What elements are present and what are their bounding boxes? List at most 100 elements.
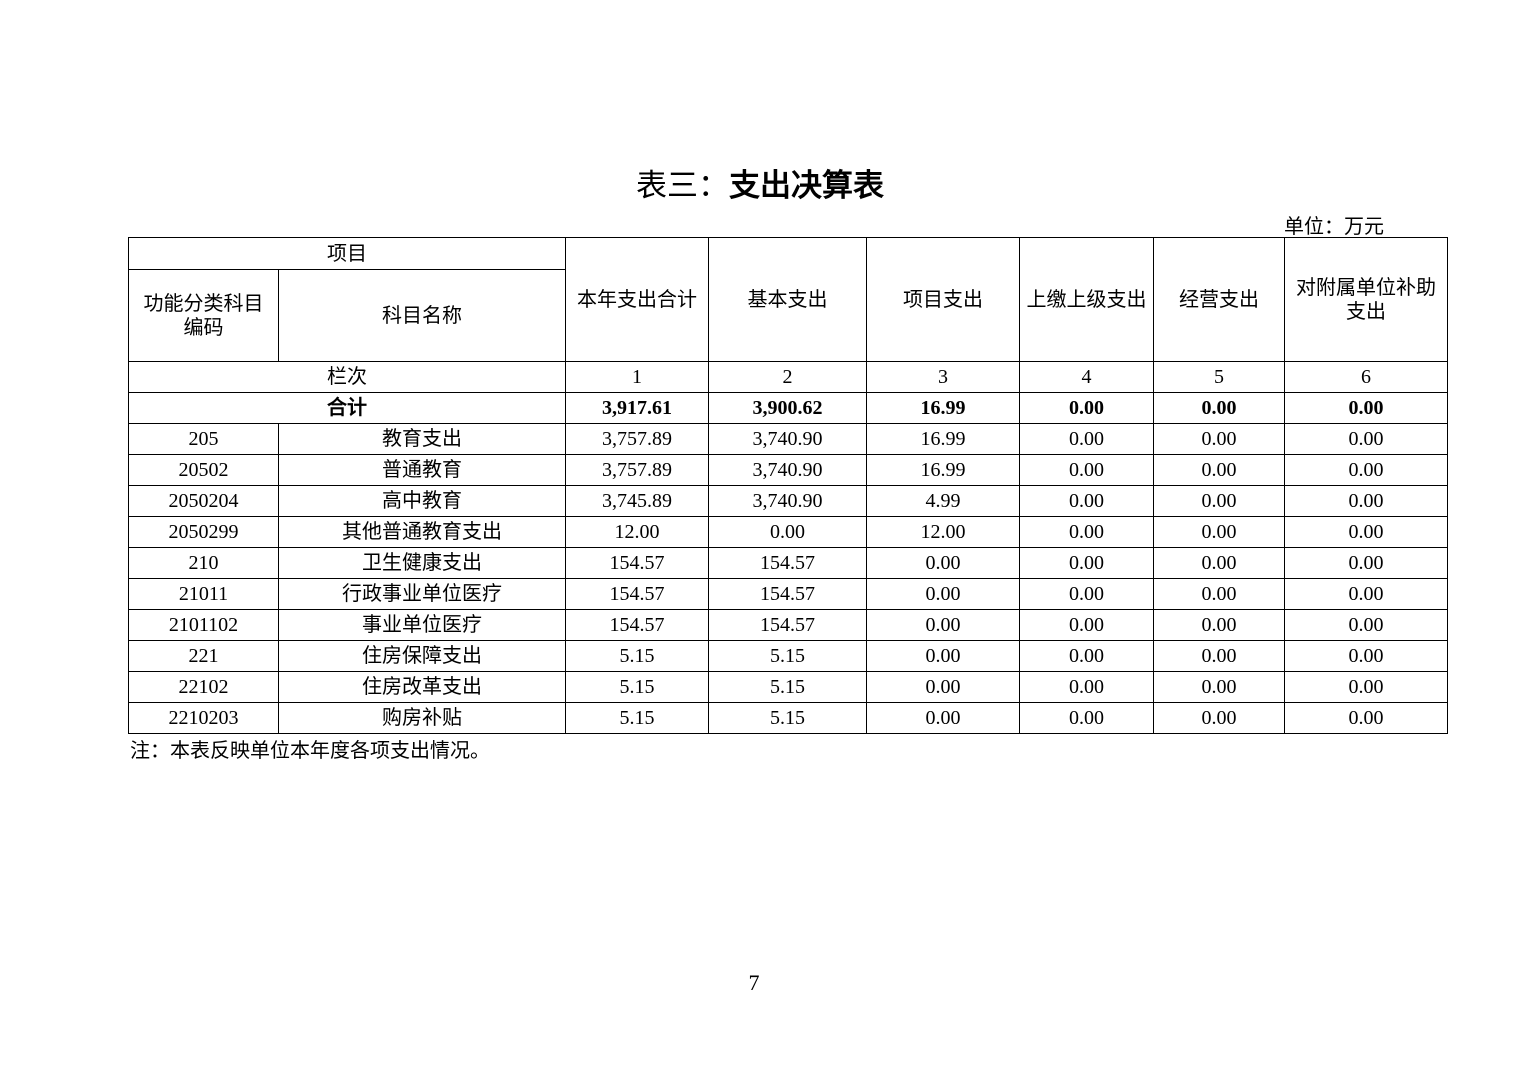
- value-cell: 0.00: [866, 609, 1020, 641]
- header-col: 项目支出: [866, 237, 1020, 362]
- value-cell: 12.00: [866, 516, 1020, 548]
- value-cell: 16.99: [866, 423, 1020, 455]
- value-cell: 0.00: [1284, 609, 1448, 641]
- column-index-cell: 6: [1284, 361, 1448, 393]
- code-cell: 2050204: [128, 485, 279, 517]
- name-cell: 教育支出: [278, 423, 566, 455]
- value-cell: 0.00: [1019, 640, 1154, 672]
- value-cell: 0.00: [866, 547, 1020, 579]
- value-cell: 5.15: [565, 671, 709, 703]
- code-cell: 20502: [128, 454, 279, 486]
- value-cell: 5.15: [565, 702, 709, 734]
- value-cell: 5.15: [708, 671, 867, 703]
- value-cell: 3,745.89: [565, 485, 709, 517]
- value-cell: 0.00: [1284, 423, 1448, 455]
- header-name: 科目名称: [278, 269, 566, 362]
- value-cell: 154.57: [708, 609, 867, 641]
- value-cell: 0.00: [1153, 485, 1285, 517]
- total-cell: 3,917.61: [565, 392, 709, 424]
- value-cell: 0.00: [866, 671, 1020, 703]
- value-cell: 0.00: [1153, 578, 1285, 610]
- table-row: 2101102 事业单位医疗 154.57 154.57 0.00 0.00 0.00 0.0…: [128, 609, 1448, 641]
- value-cell: 0.00: [1019, 485, 1154, 517]
- header-col: 经营支出: [1153, 237, 1285, 362]
- value-cell: 0.00: [1284, 578, 1448, 610]
- value-cell: 12.00: [565, 516, 709, 548]
- value-cell: 0.00: [1019, 671, 1154, 703]
- table-row: 2210203 购房补贴 5.15 5.15 0.00 0.00 0.00 0.00: [128, 702, 1448, 734]
- table-row: 2050299 其他普通教育支出 12.00 0.00 12.00 0.00 0.00 0.0…: [128, 516, 1448, 548]
- value-cell: 0.00: [1019, 516, 1154, 548]
- code-cell: 22102: [128, 671, 279, 703]
- value-cell: 0.00: [1153, 516, 1285, 548]
- total-cell: 0.00: [1284, 392, 1448, 424]
- value-cell: 0.00: [1153, 671, 1285, 703]
- table-row: 210 卫生健康支出 154.57 154.57 0.00 0.00 0.00 0.00: [128, 547, 1448, 579]
- name-cell: 行政事业单位医疗: [278, 578, 566, 610]
- name-cell: 住房改革支出: [278, 671, 566, 703]
- column-index-cell: 2: [708, 361, 867, 393]
- column-index-cell: 5: [1153, 361, 1285, 393]
- name-cell: 住房保障支出: [278, 640, 566, 672]
- header-item: 项目: [128, 237, 566, 270]
- value-cell: 0.00: [1153, 423, 1285, 455]
- value-cell: 0.00: [1153, 547, 1285, 579]
- value-cell: 3,740.90: [708, 423, 867, 455]
- total-cell: 0.00: [1153, 392, 1285, 424]
- value-cell: 0.00: [1019, 547, 1154, 579]
- table-row: 2050204 高中教育 3,745.89 3,740.90 4.99 0.00 0.00 0…: [128, 485, 1448, 517]
- value-cell: 0.00: [866, 702, 1020, 734]
- total-cell: 16.99: [866, 392, 1020, 424]
- value-cell: 3,757.89: [565, 423, 709, 455]
- value-cell: 5.15: [565, 640, 709, 672]
- name-cell: 购房补贴: [278, 702, 566, 734]
- header-col: 基本支出: [708, 237, 867, 362]
- name-cell: 普通教育: [278, 454, 566, 486]
- value-cell: 0.00: [866, 578, 1020, 610]
- column-index-label: 栏次: [128, 361, 566, 393]
- value-cell: 4.99: [866, 485, 1020, 517]
- value-cell: 154.57: [708, 578, 867, 610]
- page-number: 7: [748, 970, 760, 995]
- value-cell: 0.00: [1019, 609, 1154, 641]
- total-row: 合计 3,917.61 3,900.62 16.99 0.00 0.00 0.00: [128, 392, 1448, 424]
- column-index-cell: 3: [866, 361, 1020, 393]
- table-row: 205 教育支出 3,757.89 3,740.90 16.99 0.00 0.00 0.00: [128, 423, 1448, 455]
- header-code: 功能分类科目编码: [128, 269, 279, 362]
- table-row: 221 住房保障支出 5.15 5.15 0.00 0.00 0.00 0.00: [128, 640, 1448, 672]
- value-cell: 0.00: [1284, 547, 1448, 579]
- column-index-cell: 4: [1019, 361, 1154, 393]
- name-cell: 卫生健康支出: [278, 547, 566, 579]
- total-label: 合计: [128, 392, 566, 424]
- value-cell: 154.57: [708, 547, 867, 579]
- name-cell: 事业单位医疗: [278, 609, 566, 641]
- code-cell: 21011: [128, 578, 279, 610]
- title-prefix: 表三：: [636, 168, 729, 203]
- value-cell: 0.00: [1019, 423, 1154, 455]
- value-cell: 0.00: [1284, 485, 1448, 517]
- value-cell: 0.00: [1284, 516, 1448, 548]
- header-col: 对附属单位补助支出: [1284, 237, 1448, 362]
- total-cell: 3,900.62: [708, 392, 867, 424]
- code-cell: 221: [128, 640, 279, 672]
- code-cell: 205: [128, 423, 279, 455]
- value-cell: 0.00: [708, 516, 867, 548]
- value-cell: 5.15: [708, 702, 867, 734]
- value-cell: 0.00: [1284, 640, 1448, 672]
- expenditure-table: 项目 本年支出合计 基本支出 项目支出 上缴上级支出 经营支出 对附属单位补助支…: [128, 237, 1448, 734]
- value-cell: 0.00: [1153, 609, 1285, 641]
- table-note: 注：本表反映单位本年度各项支出情况。: [130, 740, 490, 762]
- unit-label: 单位：万元: [1284, 216, 1384, 238]
- value-cell: 0.00: [1153, 454, 1285, 486]
- value-cell: 3,757.89: [565, 454, 709, 486]
- value-cell: 0.00: [866, 640, 1020, 672]
- header-col: 本年支出合计: [565, 237, 709, 362]
- value-cell: 3,740.90: [708, 454, 867, 486]
- value-cell: 0.00: [1284, 671, 1448, 703]
- value-cell: 16.99: [866, 454, 1020, 486]
- header-col: 上缴上级支出: [1019, 237, 1154, 362]
- table-row: 21011 行政事业单位医疗 154.57 154.57 0.00 0.00 0.00 0.0…: [128, 578, 1448, 610]
- value-cell: 0.00: [1284, 702, 1448, 734]
- code-cell: 2210203: [128, 702, 279, 734]
- value-cell: 154.57: [565, 547, 709, 579]
